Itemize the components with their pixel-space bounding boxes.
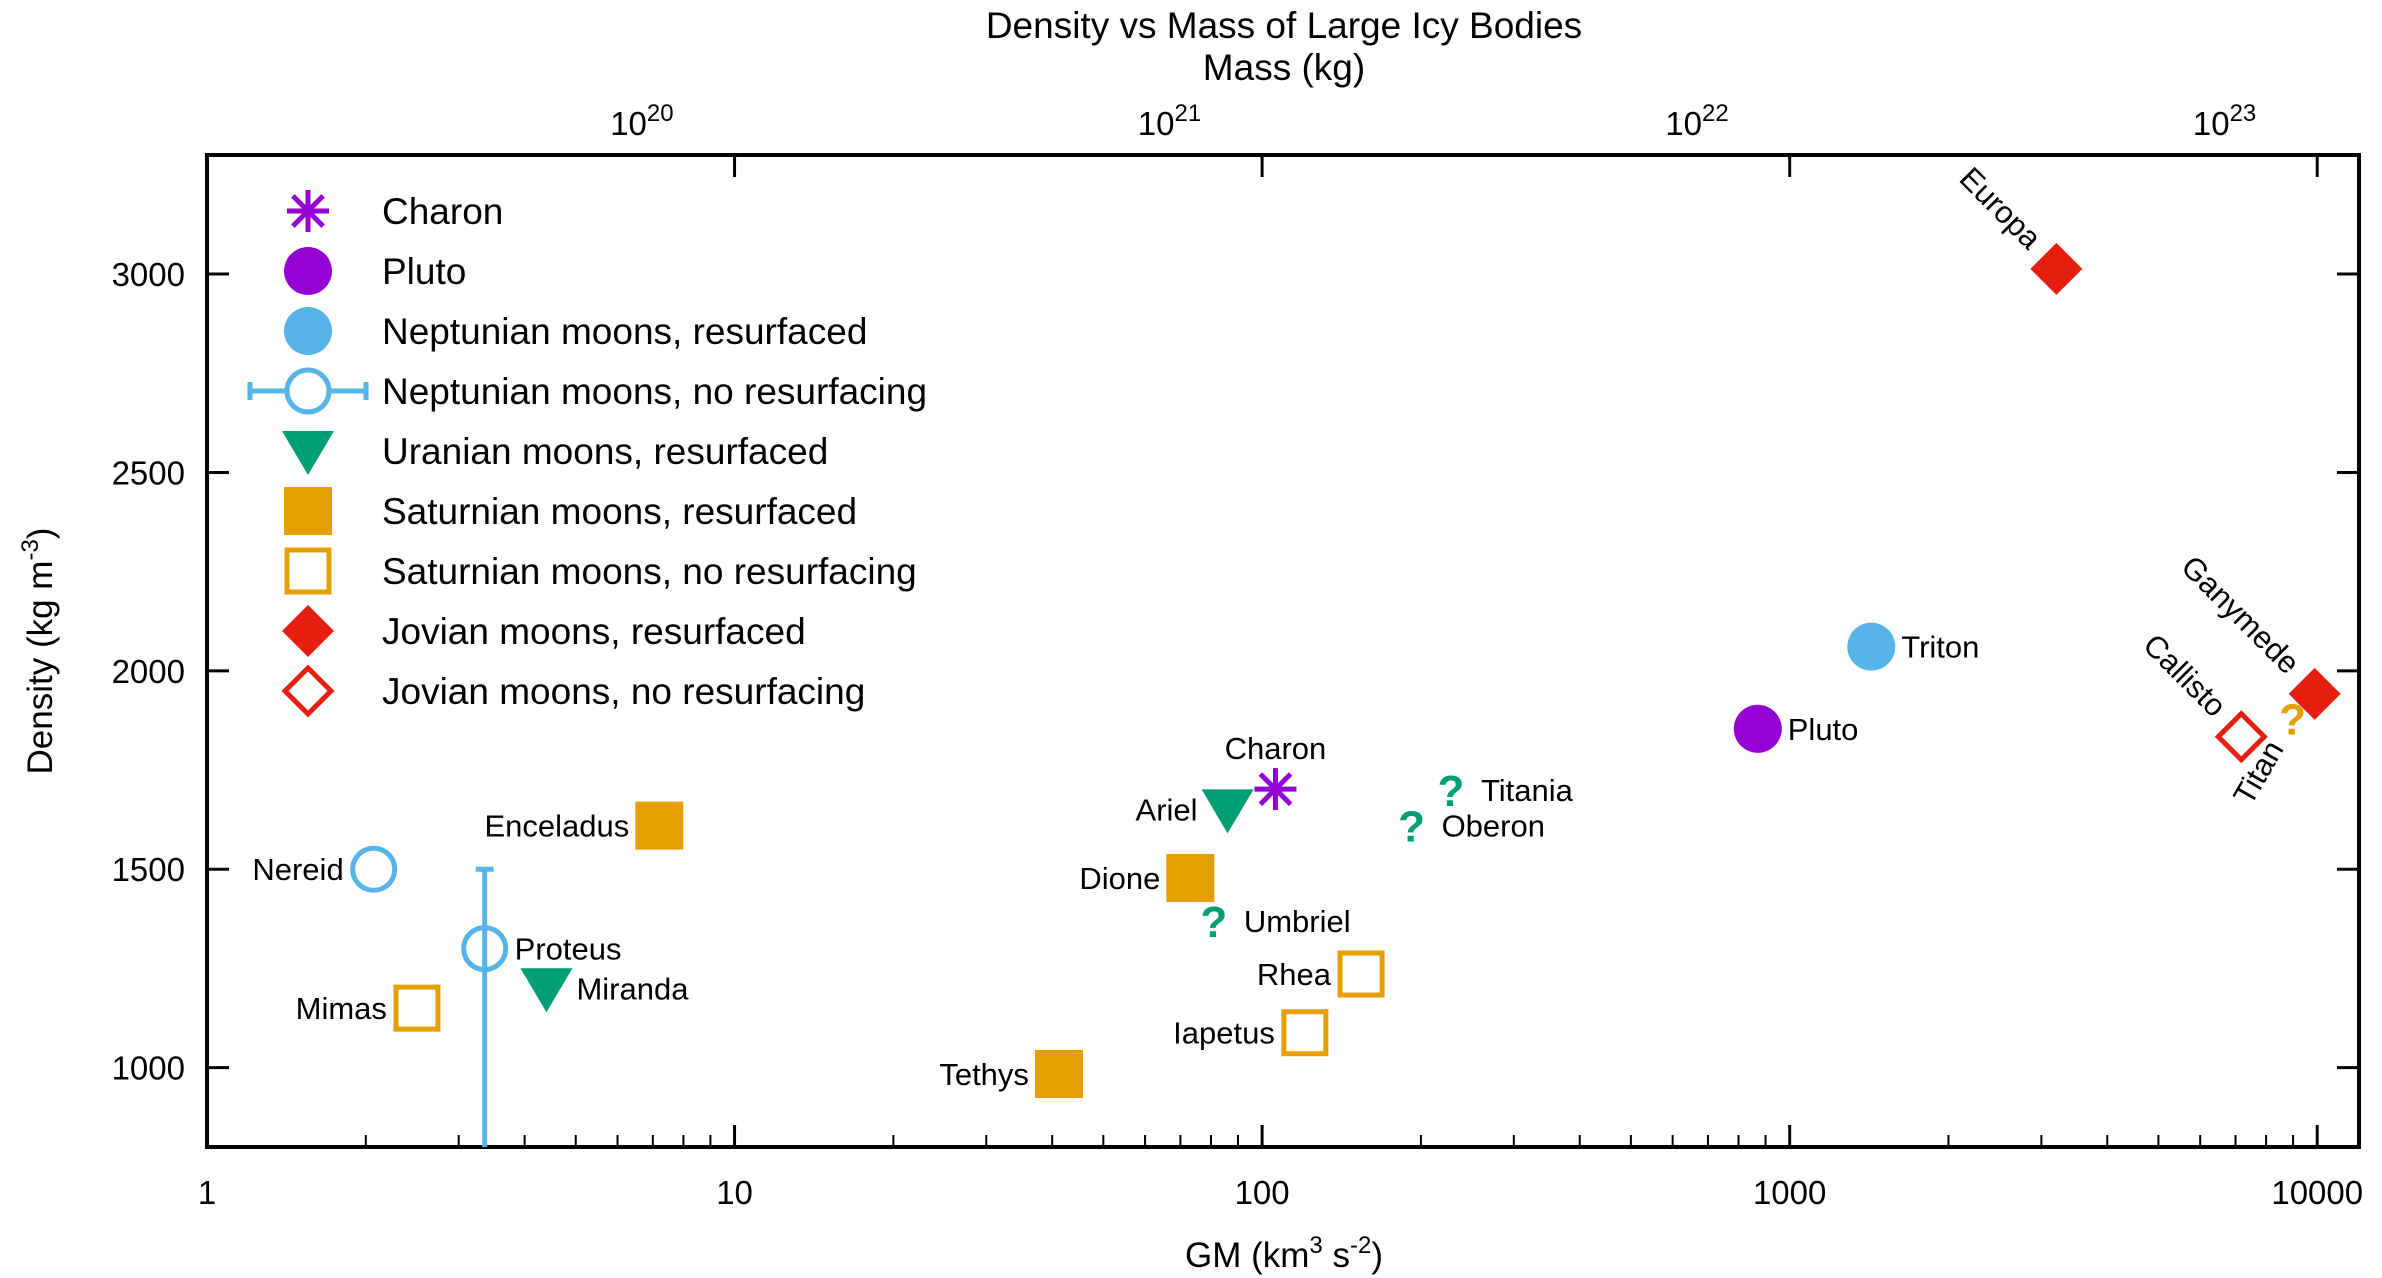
callisto-label: Callisto bbox=[2136, 627, 2233, 724]
legend-jovian-moons-no-resurfacing-marker bbox=[281, 664, 335, 718]
legend-jovian-moons-no-resurfacing-label: Jovian moons, no resurfacing bbox=[382, 671, 865, 712]
legend-saturnian-moons-resurfaced-label: Saturnian moons, resurfaced bbox=[382, 491, 857, 532]
x-tick-label: 10000 bbox=[2271, 1174, 2363, 1211]
legend-jovian-moons-resurfaced-label: Jovian moons, resurfaced bbox=[382, 611, 806, 652]
titania-point: ? bbox=[1437, 767, 1464, 816]
top-axis-ticks: 1020 1021 1022 1023 bbox=[610, 100, 2256, 142]
callisto-point bbox=[2214, 710, 2268, 764]
x-tick-label: 1 bbox=[198, 1174, 216, 1211]
x-tick-label: 1000 bbox=[1753, 1174, 1826, 1211]
oberon-label: Oberon bbox=[1442, 809, 1545, 844]
legend-neptunian-moons-no-resurfacing-marker bbox=[284, 367, 332, 415]
y-tick-label: 3000 bbox=[112, 256, 185, 293]
top-tick-label: 1023 bbox=[2193, 100, 2256, 142]
europa-label: Europa bbox=[1953, 160, 2049, 256]
nereid-point bbox=[350, 845, 398, 893]
mimas-label: Mimas bbox=[296, 991, 387, 1026]
iapetus-point bbox=[1281, 1009, 1329, 1057]
ariel-point bbox=[1201, 789, 1254, 834]
dione-point bbox=[1166, 853, 1215, 902]
legend-neptunian-moons-no-resurfacing-bg bbox=[287, 370, 329, 412]
y-tick-label: 1500 bbox=[112, 851, 185, 888]
legend-jovian-moons-resurfaced-marker bbox=[282, 605, 334, 657]
rhea-label: Rhea bbox=[1257, 957, 1332, 992]
tethys-point bbox=[1034, 1049, 1083, 1098]
plot-frame bbox=[205, 153, 2361, 1149]
x-tick-label: 10 bbox=[716, 1174, 753, 1211]
proteus-point bbox=[461, 925, 509, 973]
legend-saturnian-moons-resurfaced-marker bbox=[284, 487, 332, 535]
oberon-point: ? bbox=[1398, 803, 1425, 852]
ariel-label: Ariel bbox=[1136, 792, 1198, 827]
y-tick-label: 2000 bbox=[112, 653, 185, 690]
x-axis-label: GM (km3 s-2) bbox=[1185, 1232, 1383, 1275]
legend-pluto-marker bbox=[284, 247, 332, 295]
legend-charon-label: Charon bbox=[382, 191, 503, 232]
legend-uranian-moons-resurfaced-marker bbox=[282, 431, 334, 475]
charon-point bbox=[1254, 768, 1297, 811]
legend: Charon Pluto Neptunian moons, resurfaced Ne… bbox=[247, 190, 927, 718]
pluto-label: Pluto bbox=[1788, 712, 1859, 747]
y-tick-label: 2500 bbox=[112, 454, 185, 491]
umbriel-label: Umbriel bbox=[1244, 904, 1351, 939]
triton-point bbox=[1847, 622, 1896, 671]
iapetus-label: Iapetus bbox=[1173, 1016, 1275, 1051]
rhea-point bbox=[1337, 950, 1385, 998]
mimas-point bbox=[393, 984, 441, 1032]
legend-neptunian-moons-no-resurfacing-label: Neptunian moons, no resurfacing bbox=[382, 371, 927, 412]
top-tick-label: 1020 bbox=[610, 100, 673, 142]
legend-saturnian-moons-no-resurfacing-label: Saturnian moons, no resurfacing bbox=[382, 551, 917, 592]
europa-point bbox=[2030, 242, 2083, 295]
nereid-label: Nereid bbox=[252, 852, 343, 887]
y-tick-label: 1000 bbox=[112, 1050, 185, 1087]
legend-neptunian-moons-resurfaced-marker bbox=[284, 307, 332, 355]
umbriel-point: ? bbox=[1200, 898, 1227, 947]
miranda-point bbox=[520, 968, 573, 1013]
ganymede-point bbox=[2288, 667, 2341, 720]
top-tick-label: 1022 bbox=[1665, 100, 1728, 142]
triton-label: Triton bbox=[1901, 630, 1979, 665]
tethys-label: Tethys bbox=[939, 1057, 1029, 1092]
enceladus-point bbox=[635, 801, 684, 850]
y-axis-ticks: 1000 1500 2000 2500 3000 bbox=[112, 256, 2359, 1087]
titania-label: Titania bbox=[1481, 773, 1574, 808]
dione-label: Dione bbox=[1079, 861, 1160, 896]
proteus-label: Proteus bbox=[515, 932, 622, 967]
enceladus-label: Enceladus bbox=[485, 809, 630, 844]
y-axis-label: Density (kg m-3) bbox=[17, 528, 60, 775]
x-tick-label: 100 bbox=[1235, 1174, 1290, 1211]
legend-charon-marker bbox=[287, 190, 329, 232]
miranda-label: Miranda bbox=[576, 971, 689, 1006]
legend-uranian-moons-resurfaced-label: Uranian moons, resurfaced bbox=[382, 431, 828, 472]
chart-title: Density vs Mass of Large Icy Bodies bbox=[986, 5, 1582, 46]
top-tick-label: 1021 bbox=[1138, 100, 1201, 142]
charon-label: Charon bbox=[1225, 731, 1327, 766]
pluto-point bbox=[1733, 704, 1782, 753]
legend-pluto-label: Pluto bbox=[382, 251, 466, 292]
data-points: Charon Pluto Triton Nereid Proteus Miranda Ari… bbox=[252, 160, 2341, 1147]
legend-neptunian-moons-resurfaced-label: Neptunian moons, resurfaced bbox=[382, 311, 867, 352]
top-axis-label: Mass (kg) bbox=[1203, 47, 1365, 88]
legend-saturnian-moons-no-resurfacing-marker bbox=[284, 547, 332, 595]
